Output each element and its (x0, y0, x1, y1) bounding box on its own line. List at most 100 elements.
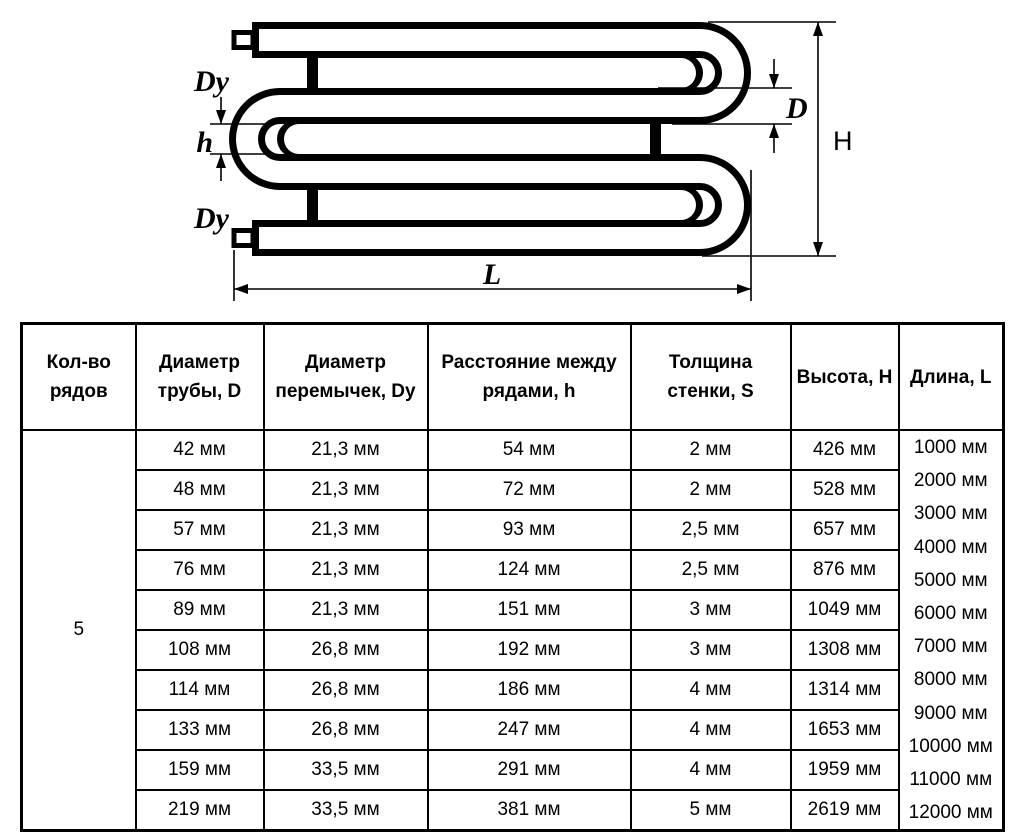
table-row: 133 мм 26,8 мм 247 мм 4 мм 1653 мм (22, 709, 1004, 752)
table-cell: 72 мм (426, 469, 632, 512)
length-value: 12000 мм (908, 802, 993, 824)
table-cell: 26,8 мм (262, 709, 429, 752)
table-cell: 124 мм (426, 549, 632, 592)
label-dy-top: Dy (193, 65, 230, 98)
table-cell: 4 мм (629, 669, 792, 712)
table-cell: 381 мм (426, 789, 632, 832)
length-value: 7000 мм (913, 636, 988, 658)
table-cell: 5 мм (629, 789, 792, 832)
table-row: 48 мм 21,3 мм 72 мм 2 мм 528 мм (22, 469, 1004, 512)
length-value: 3000 мм (913, 503, 988, 525)
table-cell: 2 мм (629, 469, 792, 512)
table-cell: 2,5 мм (629, 509, 792, 552)
table-cell: 219 мм (134, 789, 265, 832)
jumper-bar (650, 120, 661, 158)
table-cell: 33,5 мм (262, 789, 429, 832)
column-header-line: Высота, H (796, 366, 893, 388)
label-dy-bottom: Dy (193, 202, 230, 235)
table-cell: 247 мм (426, 709, 632, 752)
length-value: 1000 мм (913, 437, 988, 458)
lengths-cell: 1000 мм 2000 мм 3000 мм 4000 мм 5000 мм 6000 … (897, 429, 1005, 832)
column-header-line: рядов (49, 381, 108, 402)
arrowhead (769, 124, 779, 138)
table-cell: 54 мм (426, 428, 632, 472)
column-header-line: перемычек, Dy (275, 381, 416, 402)
column-header: Расстояние между рядами, h (426, 322, 632, 431)
table-cell: 1314 мм (789, 669, 900, 712)
table-row: 5 42 мм 21,3 мм 54 мм 2 мм 426 мм 1000 мм 2000 … (20, 428, 1005, 832)
column-header: Толщина стенки, S (629, 322, 792, 431)
table-cell: 1049 мм (789, 589, 900, 632)
table-cell: 192 мм (426, 629, 632, 672)
table-cell: 21,3 мм (262, 549, 429, 592)
inlet-stub (231, 30, 256, 50)
table-cell: 108 мм (134, 629, 265, 672)
dimension-d: D (658, 59, 808, 153)
column-header: Диаметр перемычек, Dy (262, 322, 429, 431)
column-header: Высота, H (789, 322, 900, 431)
table-row: 219 мм 33,5 мм 381 мм 5 мм 2619 мм (22, 789, 1004, 832)
table-cell: 4 мм (629, 709, 792, 752)
length-value: 10000 мм (908, 735, 993, 757)
spec-table: Кол-во рядов Диаметр трубы, D Диаметр перемыч… (20, 322, 1005, 833)
column-header: Диаметр трубы, D (134, 322, 265, 431)
table-cell: 21,3 мм (262, 509, 429, 552)
arrowhead (769, 74, 779, 88)
register-diagram: h D H L Dy Dy (193, 21, 853, 301)
table-cell: 657 мм (789, 509, 900, 552)
label-length: L (482, 258, 501, 291)
column-header-line: Расстояние между (441, 352, 617, 373)
table-cell: 1308 мм (789, 629, 900, 672)
table-body: 5 42 мм 21,3 мм 54 мм 2 мм 426 мм 1000 мм 2000 … (20, 428, 1005, 832)
table-cell: 186 мм (426, 669, 632, 712)
table-cell: 2 мм (629, 428, 792, 472)
column-header: Длина, L (897, 322, 1005, 431)
table-cell: 33,5 мм (262, 749, 429, 792)
arrowhead (813, 242, 823, 256)
table-cell: 426 мм (789, 428, 900, 472)
tube-bore (236, 29, 744, 249)
table-cell: 21,3 мм (262, 589, 429, 632)
header-row: Кол-во рядов Диаметр трубы, D Диаметр перемыч… (20, 322, 1005, 431)
arrowhead (234, 284, 248, 294)
length-value: 11000 мм (909, 769, 993, 791)
jumper-bar (307, 54, 318, 92)
length-value: 5000 мм (913, 569, 988, 591)
table-cell: 3 мм (629, 629, 792, 672)
column-header-line: Кол-во (46, 352, 111, 373)
column-header-line: Толщина (668, 352, 753, 373)
length-value: 9000 мм (913, 702, 988, 724)
table-cell: 26,8 мм (262, 629, 429, 672)
arrowhead (813, 22, 823, 36)
dimension-height: H (702, 21, 853, 257)
table-row: 89 мм 21,3 мм 151 мм 3 мм 1049 мм (22, 589, 1004, 632)
label-height: H (833, 126, 853, 156)
table-cell: 4 мм (629, 749, 792, 792)
column-header-line: трубы, D (157, 381, 242, 402)
column-header-line: Диаметр (158, 352, 241, 373)
table-cell: 42 мм (134, 428, 265, 472)
table-row: 108 мм 26,8 мм 192 мм 3 мм 1308 мм (22, 629, 1004, 672)
table-cell: 57 мм (134, 509, 265, 552)
table-cell: 151 мм (426, 589, 632, 632)
dimension-h: h (196, 97, 272, 181)
length-value: 2000 мм (913, 470, 988, 492)
arrowhead (216, 110, 226, 124)
table-cell: 48 мм (134, 469, 265, 512)
label-h: h (196, 126, 213, 159)
serpentine-tube (229, 21, 751, 256)
arrowhead (737, 284, 751, 294)
dimension-length: L (233, 170, 752, 301)
table-cell: 159 мм (134, 749, 265, 792)
table-row: 159 мм 33,5 мм 291 мм 4 мм 1959 мм (22, 749, 1004, 792)
column-header-line: Диаметр (304, 352, 387, 373)
table-cell: 93 мм (426, 509, 632, 552)
length-value: 8000 мм (913, 669, 988, 691)
column-header-line: стенки, S (667, 381, 754, 402)
table-cell: 2619 мм (789, 789, 900, 832)
length-value: 4000 мм (913, 536, 988, 558)
column-header-line: рядами, h (482, 381, 576, 402)
rows-count-cell: 5 (20, 429, 137, 832)
table-cell: 876 мм (789, 549, 900, 592)
jumper-bar (307, 186, 318, 224)
